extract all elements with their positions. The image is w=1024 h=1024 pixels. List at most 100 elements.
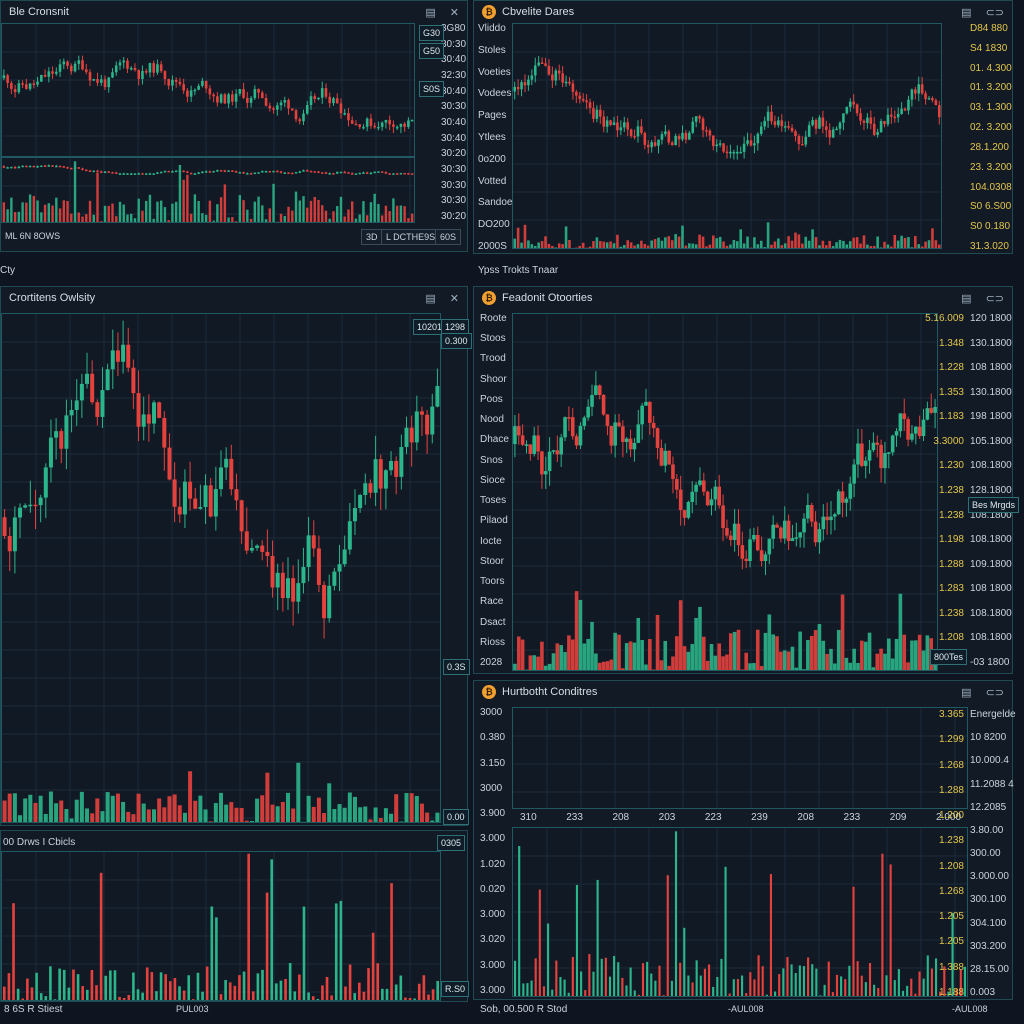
candle [51,66,54,79]
candle [739,146,742,154]
panel-3-chart[interactable] [1,313,441,823]
volume-bar [695,960,698,996]
candle [690,481,695,514]
volume-bar [351,201,354,222]
save-icon[interactable]: ▤ [425,6,436,19]
volume-bar [543,665,548,670]
candle [103,75,107,91]
candle [105,363,110,391]
candle [275,563,280,611]
candle [872,116,876,137]
candle [389,451,394,476]
candle [544,57,547,67]
candle [392,120,395,133]
candle [253,172,257,175]
p5-left-label: 3.150 [480,757,506,769]
save-icon[interactable]: ▤ [961,6,972,19]
link-icon[interactable]: ⊂⊃ [985,6,1004,19]
candle [530,69,534,86]
panel-1-chart-lower[interactable] [1,157,415,223]
panel-3-sub-chart[interactable] [1,851,441,1001]
volume-bar [285,792,290,822]
p4-left-label: 2028 [480,657,503,668]
volume-bar [408,997,412,1000]
volume-bar [205,966,209,1000]
candle [265,529,270,568]
save-icon[interactable]: ▤ [961,292,972,305]
volume-bar [691,982,694,996]
panel-1-button-middle[interactable]: L DCTHE9S [381,229,441,245]
candle [790,524,795,542]
panel-4-left-labels: Roote Stoos Trood Shoor Poos Nood Dhace Snos Sio… [480,313,514,669]
candle [404,416,409,455]
candle [671,456,675,494]
volume-bar [749,972,752,996]
candle [612,116,616,126]
volume-bar [7,793,12,822]
panel-4-chart[interactable] [512,313,938,671]
candle [317,171,320,174]
volume-bar [725,654,729,670]
panel-1-chart-upper[interactable] [1,23,415,157]
volume-bar [930,968,933,996]
volume-bar [213,803,218,822]
volume-bar [73,161,77,222]
candle [347,172,350,174]
candle [309,170,313,173]
candle [25,78,28,90]
p5-left-label: 3.020 [480,934,506,946]
candle [906,416,910,447]
volume-bar [955,988,958,996]
candle [129,66,133,71]
panel-5-grid [513,708,967,808]
volume-bar [431,989,435,1000]
panel-2-chart[interactable] [512,23,942,249]
candle [18,503,23,539]
candle [167,170,170,173]
p1-ylab-label: 30:40 [441,54,467,66]
p2-left-label: Pages [478,110,507,122]
candle [69,399,74,433]
link-icon[interactable]: ⊂⊃ [985,686,1004,699]
candle [328,92,332,108]
volume-bar [38,795,43,822]
volume-bar [376,963,380,1000]
volume-bar [280,801,285,822]
close-icon[interactable]: ✕ [449,292,459,305]
volume-bar [291,210,294,222]
candle [636,410,641,444]
volume-bar [189,213,193,222]
volume-bar [862,235,866,248]
link-icon[interactable]: ⊂⊃ [985,292,1004,305]
volume-bar [261,969,264,1000]
candle [890,107,893,124]
candle [766,106,770,128]
volume-bar [30,987,34,1000]
save-icon[interactable]: ▤ [425,292,436,305]
panel-5-chart-lower[interactable] [512,827,968,997]
candle [879,118,883,133]
candle [234,473,239,511]
candle [62,58,66,70]
volume-bar [62,969,66,1000]
candle [118,172,122,175]
candle [388,115,391,131]
panel-1-button-3d[interactable]: 3D [361,229,383,245]
volume-bar [126,811,131,822]
volume-bar [901,990,905,996]
volume-bar [182,812,187,822]
candle [578,422,583,450]
panel-4-candles [513,314,937,670]
save-icon[interactable]: ▤ [961,686,972,699]
volume-bar [342,807,347,822]
volume-bar [291,808,296,822]
volume-bar [104,975,108,1000]
close-icon[interactable]: ✕ [449,6,459,19]
volume-bar [934,240,938,248]
candle [290,108,294,111]
panel-1-button-60s[interactable]: 60S [435,229,462,245]
volume-bar [536,656,540,670]
panel-3-footer-left: 8 6S R Stiest [4,1004,63,1015]
panel-5-chart-upper[interactable] [512,707,968,809]
candle [2,69,6,81]
